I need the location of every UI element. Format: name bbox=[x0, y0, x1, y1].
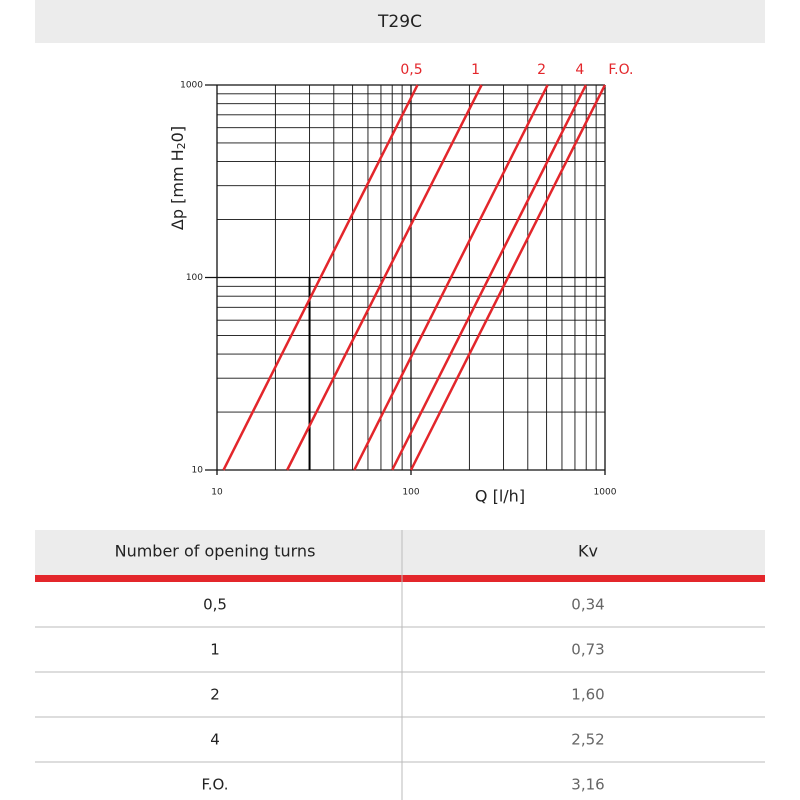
series-line bbox=[409, 84, 607, 471]
table-cell: 3,16 bbox=[571, 776, 604, 794]
header-bar bbox=[35, 0, 765, 43]
table-cell: 1 bbox=[210, 641, 220, 659]
x-tick-label: 1000 bbox=[594, 488, 617, 498]
y-tick-label: 1000 bbox=[180, 81, 203, 91]
y-axis-label-part: Δp [mm H bbox=[168, 149, 187, 230]
y-axis-label-part: 2 bbox=[175, 142, 188, 149]
series-label: F.O. bbox=[608, 62, 633, 78]
y-tick-label: 10 bbox=[192, 466, 204, 476]
x-tick-label: 10 bbox=[211, 488, 223, 498]
series-label: 2 bbox=[537, 62, 546, 78]
table-cell: 0,73 bbox=[571, 641, 604, 659]
series-line bbox=[222, 84, 419, 471]
table-header-bg bbox=[35, 530, 765, 575]
series-label: 1 bbox=[471, 62, 480, 78]
series-line bbox=[391, 84, 587, 471]
table-cell: 2,52 bbox=[571, 731, 604, 749]
table-header-rule bbox=[35, 575, 765, 582]
table-cell: 2 bbox=[210, 686, 220, 704]
table-cell: 0,34 bbox=[571, 596, 604, 614]
table-cell: 4 bbox=[210, 731, 220, 749]
x-tick-label: 100 bbox=[402, 488, 419, 498]
x-axis-label: Q [l/h] bbox=[475, 487, 525, 506]
table-cell: 0,5 bbox=[203, 596, 227, 614]
table-cell: F.O. bbox=[202, 776, 229, 794]
series-line bbox=[353, 84, 549, 471]
y-axis-label: Δp [mm H20] bbox=[168, 126, 189, 230]
y-axis-label-part: 0] bbox=[168, 126, 187, 142]
table-column-header: Number of opening turns bbox=[115, 542, 316, 561]
header-title: T29C bbox=[377, 12, 422, 32]
series-label: 0,5 bbox=[400, 62, 422, 78]
table-cell: 1,60 bbox=[571, 686, 604, 704]
table-column-header: Kv bbox=[578, 542, 598, 561]
y-tick-label: 100 bbox=[186, 273, 203, 283]
series-line bbox=[286, 84, 483, 471]
series-label: 4 bbox=[575, 62, 584, 78]
